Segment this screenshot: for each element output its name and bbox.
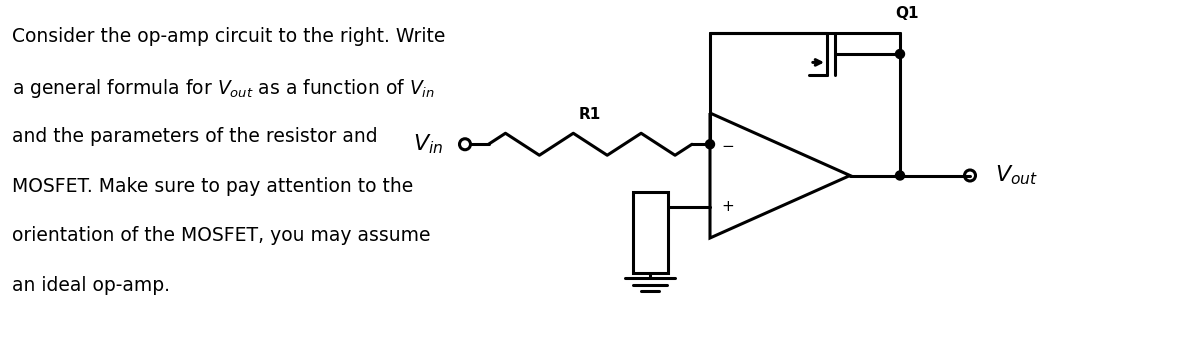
Text: $+$: $+$	[721, 199, 734, 214]
Text: $V_{out}$: $V_{out}$	[995, 164, 1038, 187]
Bar	[632, 192, 667, 273]
Text: MOSFET. Make sure to pay attention to the: MOSFET. Make sure to pay attention to th…	[12, 177, 413, 196]
Text: orientation of the MOSFET, you may assume: orientation of the MOSFET, you may assum…	[12, 226, 431, 245]
Text: a general formula for $V_{out}$ as a function of $V_{in}$: a general formula for $V_{out}$ as a fun…	[12, 77, 434, 100]
Circle shape	[706, 140, 714, 149]
Text: Q1: Q1	[895, 6, 918, 21]
Circle shape	[895, 171, 905, 180]
Text: Consider the op-amp circuit to the right. Write: Consider the op-amp circuit to the right…	[12, 27, 445, 46]
Text: an ideal op-amp.: an ideal op-amp.	[12, 276, 170, 295]
Text: R1: R1	[580, 107, 601, 122]
Text: and the parameters of the resistor and: and the parameters of the resistor and	[12, 127, 378, 146]
Circle shape	[895, 49, 905, 59]
Text: $V_{in}$: $V_{in}$	[413, 132, 443, 156]
Text: $-$: $-$	[721, 137, 734, 152]
